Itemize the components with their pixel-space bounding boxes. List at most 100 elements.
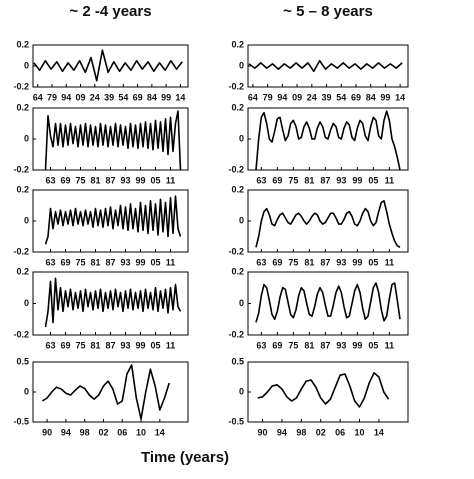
x-tick-label: 87	[320, 340, 330, 350]
signal-line	[255, 282, 401, 323]
x-tick-label: 79	[263, 92, 273, 102]
y-tick-label: 0	[239, 215, 244, 225]
x-tick-label: 87	[105, 257, 115, 267]
x-tick-label: 05	[368, 257, 378, 267]
x-tick-label: 87	[320, 257, 330, 267]
x-tick-label: 94	[277, 427, 287, 437]
signal-line	[255, 200, 401, 249]
x-tick-label: 11	[385, 257, 395, 267]
x-tick-label: 06	[335, 427, 345, 437]
x-tick-label: 87	[320, 175, 330, 185]
x-tick-label: 69	[60, 257, 70, 267]
plot-frame	[247, 189, 409, 253]
x-tick-label: 81	[90, 257, 100, 267]
y-tick-label: 0.5	[231, 356, 244, 366]
x-tick-label: 94	[277, 92, 287, 102]
x-tick-label: 63	[256, 175, 266, 185]
x-tick-label: 06	[117, 427, 127, 437]
column-title: ~ 5 – 8 years	[283, 3, 373, 20]
x-tick-label: 87	[105, 175, 115, 185]
x-tick-label: 75	[75, 257, 85, 267]
x-tick-label: 10	[136, 427, 146, 437]
column-title: ~ 2 -4 years	[69, 3, 151, 20]
x-tick-label: 11	[166, 257, 176, 267]
signal-line	[44, 110, 182, 171]
x-tick-label: 69	[351, 92, 361, 102]
x-tick-label: 69	[133, 92, 143, 102]
x-tick-label: 75	[288, 257, 298, 267]
y-tick-label: -0.2	[228, 246, 244, 256]
signal-line	[255, 110, 401, 171]
plot-frame	[32, 189, 189, 253]
x-tick-label: 75	[288, 340, 298, 350]
x-tick-label: 93	[120, 340, 130, 350]
x-tick-label: 11	[385, 340, 395, 350]
x-tick-label: 11	[166, 175, 176, 185]
x-tick-label: 99	[135, 175, 145, 185]
y-tick-label: 0	[239, 298, 244, 308]
y-tick-label: 0.2	[16, 184, 29, 194]
y-tick-label: -0.5	[13, 416, 29, 426]
x-tick-label: 11	[166, 340, 176, 350]
x-tick-label: 98	[296, 427, 306, 437]
x-tick-label: 75	[75, 340, 85, 350]
plot-frame	[32, 361, 189, 423]
signal-line	[257, 372, 390, 408]
signal-line	[33, 49, 183, 82]
y-tick-label: 0	[24, 386, 29, 396]
x-tick-label: 54	[118, 92, 128, 102]
x-tick-label: 94	[61, 427, 71, 437]
x-tick-label: 75	[75, 175, 85, 185]
x-tick-label: 05	[150, 257, 160, 267]
x-tick-label: 02	[316, 427, 326, 437]
y-tick-label: 0.2	[231, 102, 244, 112]
x-tick-label: 84	[366, 92, 376, 102]
x-tick-label: 02	[98, 427, 108, 437]
x-tick-label: 87	[105, 340, 115, 350]
x-tick-label: 81	[90, 175, 100, 185]
x-tick-label: 10	[355, 427, 365, 437]
x-tick-label: 63	[45, 340, 55, 350]
y-tick-label: 0.2	[16, 266, 29, 276]
x-tick-label: 93	[120, 175, 130, 185]
plot-frame	[247, 271, 409, 336]
x-tick-label: 11	[385, 175, 395, 185]
x-tick-label: 69	[272, 340, 282, 350]
y-tick-label: -0.2	[13, 246, 29, 256]
x-tick-label: 69	[272, 257, 282, 267]
y-tick-label: 0	[239, 60, 244, 70]
y-tick-label: 0.2	[16, 102, 29, 112]
x-tick-label: 14	[395, 92, 405, 102]
x-tick-label: 90	[258, 427, 268, 437]
y-tick-label: -0.2	[13, 164, 29, 174]
y-tick-label: 0.2	[16, 39, 29, 49]
y-tick-label: -0.2	[228, 81, 244, 91]
x-tick-label: 99	[380, 92, 390, 102]
x-tick-label: 39	[104, 92, 114, 102]
x-tick-label: 99	[352, 175, 362, 185]
x-tick-label: 05	[368, 340, 378, 350]
x-tick-label: 14	[175, 92, 185, 102]
y-tick-label: -0.2	[13, 81, 29, 91]
x-tick-label: 99	[352, 340, 362, 350]
y-tick-label: -0.5	[228, 416, 244, 426]
plot-frame	[32, 44, 189, 88]
x-tick-label: 05	[150, 175, 160, 185]
y-tick-label: 0	[24, 60, 29, 70]
x-tick-label: 98	[80, 427, 90, 437]
x-tick-label: 05	[368, 175, 378, 185]
x-tick-label: 99	[161, 92, 171, 102]
x-tick-label: 93	[336, 257, 346, 267]
x-tick-label: 24	[307, 92, 317, 102]
x-tick-label: 93	[120, 257, 130, 267]
x-axis-title: Time (years)	[141, 449, 229, 466]
x-tick-label: 64	[248, 92, 258, 102]
x-tick-label: 63	[45, 175, 55, 185]
x-tick-label: 90	[42, 427, 52, 437]
x-tick-label: 69	[60, 175, 70, 185]
x-tick-label: 39	[322, 92, 332, 102]
x-tick-label: 81	[90, 340, 100, 350]
x-tick-label: 63	[256, 257, 266, 267]
x-tick-label: 84	[147, 92, 157, 102]
y-tick-label: 0	[239, 386, 244, 396]
